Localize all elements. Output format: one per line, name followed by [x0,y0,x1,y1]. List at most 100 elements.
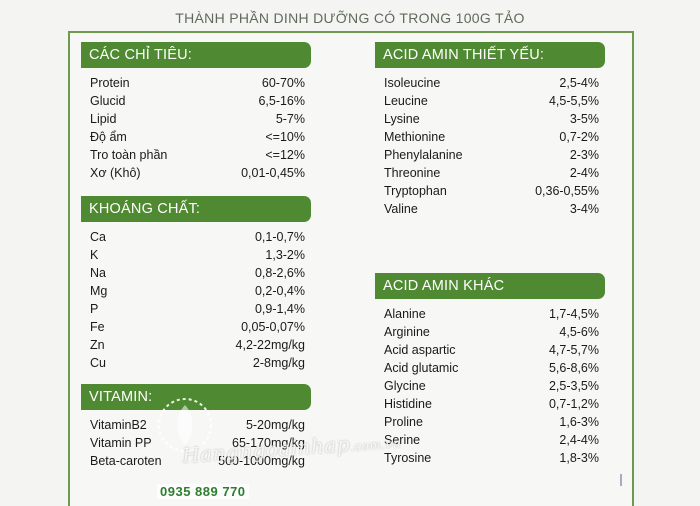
nutrient-value: 2,5-3,5% [548,379,599,393]
table-row: Serine 2,4-4% [375,431,605,449]
nutrient-name: Protein [90,76,130,90]
nutrient-value: 2-4% [569,166,599,180]
nutrient-value: 4,5-5,5% [548,94,599,108]
nutrient-name: Vitamin PP [90,436,152,450]
row-list: Ca 0,1-0,7% K 1,3-2% Na 0,8-2,6% Mg 0,2-0,4% P 0,… [81,228,311,372]
nutrient-name: K [90,248,99,262]
nutrient-value: <=10% [265,130,305,144]
section-chi-tieu: CÁC CHỈ TIÊU: Protein 60-70% Glucid 6,5-16%… [81,42,311,182]
table-row: Proline 1,6-3% [375,413,605,431]
nutrient-name: Leucine [384,94,428,108]
nutrient-value: 1,8-3% [559,451,599,465]
nutrient-name: Arginine [384,325,430,339]
nutrient-name: Valine [384,202,418,216]
nutrient-name: Fe [90,320,105,334]
nutrient-value: 0,1-0,7% [254,230,305,244]
table-row: Acid glutamic 5,6-8,6% [375,359,605,377]
section-acid-amin-khac: ACID AMIN KHÁC Alanine 1,7-4,5% Arginine 4,… [375,273,605,467]
section-khoang-chat: KHOÁNG CHẤT: Ca 0,1-0,7% K 1,3-2% Na 0,8-2,6%… [81,196,311,372]
table-row: Fe 0,05-0,07% [81,318,311,336]
nutrient-value: 500-1000mg/kg [218,454,305,468]
nutrient-value: 65-170mg/kg [232,436,305,450]
table-row: Histidine 0,7-1,2% [375,395,605,413]
table-row: Isoleucine 2,5-4% [375,74,605,92]
nutrient-name: Serine [384,433,421,447]
nutrient-name: Glucid [90,94,126,108]
nutrient-value: 0,8-2,6% [254,266,305,280]
page-title: THÀNH PHẦN DINH DƯỠNG CÓ TRONG 100G TẢO [175,10,525,26]
nutrient-name: P [90,302,99,316]
table-row: Glucid 6,5-16% [81,92,311,110]
table-row: Mg 0,2-0,4% [81,282,311,300]
table-row: Tro toàn phần <=12% [81,146,311,164]
nutrient-value: 0,7-2% [559,130,599,144]
table-row: Lipid 5-7% [81,110,311,128]
nutrient-value: 3-4% [569,202,599,216]
table-row: Cu 2-8mg/kg [81,354,311,372]
row-list: VitaminB2 5-20mg/kg Vitamin PP 65-170mg/kg B… [81,416,311,470]
nutrient-value: 2-3% [569,148,599,162]
nutrient-value: 2-8mg/kg [252,356,305,370]
table-row: Ca 0,1-0,7% [81,228,311,246]
section-header: KHOÁNG CHẤT: [81,196,311,222]
table-row: Tyrosine 1,8-3% [375,449,605,467]
nutrient-value: 1,3-2% [265,248,305,262]
section-header: CÁC CHỈ TIÊU: [81,42,311,68]
nutrient-name: Tro toàn phần [90,148,168,162]
nutrient-name: Proline [384,415,423,429]
watermark-phone: 0935 889 770 [157,484,249,499]
watermark-logo-icon [158,398,212,452]
nutrient-value: 0,2-0,4% [254,284,305,298]
nutrient-name: Acid glutamic [384,361,459,375]
nutrient-name: Alanine [384,307,426,321]
nutrient-value: 5-7% [275,112,305,126]
table-row: K 1,3-2% [81,246,311,264]
nutrient-name: Xơ (Khô) [90,166,141,180]
nutrient-name: Isoleucine [384,76,441,90]
table-row: Valine 3-4% [375,200,605,218]
nutrient-value: 0,36-0,55% [535,184,599,198]
table-row: Độ ẩm <=10% [81,128,311,146]
nutrient-name: Ca [90,230,106,244]
row-list: Alanine 1,7-4,5% Arginine 4,5-6% Acid aspart… [375,305,605,467]
table-row: Acid aspartic 4,7-5,7% [375,341,605,359]
nutrient-name: Lipid [90,112,117,126]
nutrient-name: Lysine [384,112,420,126]
row-list: Protein 60-70% Glucid 6,5-16% Lipid 5-7% Độ ẩm… [81,74,311,182]
table-row: Zn 4,2-22mg/kg [81,336,311,354]
nutrient-value: 0,01-0,45% [241,166,305,180]
nutrient-name: Glycine [384,379,426,393]
nutrient-name: Beta-caroten [90,454,162,468]
nutrient-name: Phenylalanine [384,148,463,162]
nutrient-value: 0,7-1,2% [548,397,599,411]
table-row: Glycine 2,5-3,5% [375,377,605,395]
corner-mark [620,474,622,486]
table-row: Threonine 2-4% [375,164,605,182]
nutrient-name: Histidine [384,397,432,411]
row-list: Isoleucine 2,5-4% Leucine 4,5-5,5% Lysine 3-5… [375,74,605,218]
nutrient-name: Độ ẩm [90,130,127,144]
table-row: Protein 60-70% [81,74,311,92]
nutrient-value: 4,2-22mg/kg [235,338,305,352]
nutrient-name: Methionine [384,130,446,144]
section-vitamin: VITAMIN: VitaminB2 5-20mg/kg Vitamin PP 65-… [81,384,311,470]
nutrient-value: 4,7-5,7% [548,343,599,357]
nutrient-value: 2,5-4% [559,76,599,90]
section-header: ACID AMIN THIẾT YẾU: [375,42,605,68]
nutrient-value: 5,6-8,6% [548,361,599,375]
nutrient-name: Zn [90,338,105,352]
section-header: ACID AMIN KHÁC [375,273,605,299]
table-row: VitaminB2 5-20mg/kg [81,416,311,434]
nutrient-value: 4,5-6% [559,325,599,339]
nutrient-value: 3-5% [569,112,599,126]
nutrient-name: VitaminB2 [90,418,147,432]
nutrient-value: 6,5-16% [258,94,305,108]
section-acid-amin-thiet-yeu: ACID AMIN THIẾT YẾU: Isoleucine 2,5-4% Leu… [375,42,605,218]
nutrient-value: 0,05-0,07% [241,320,305,334]
table-row: Na 0,8-2,6% [81,264,311,282]
table-row: Methionine 0,7-2% [375,128,605,146]
nutrient-value: 1,7-4,5% [548,307,599,321]
nutrient-name: Cu [90,356,106,370]
content-frame [68,31,634,506]
nutrient-value: 2,4-4% [559,433,599,447]
